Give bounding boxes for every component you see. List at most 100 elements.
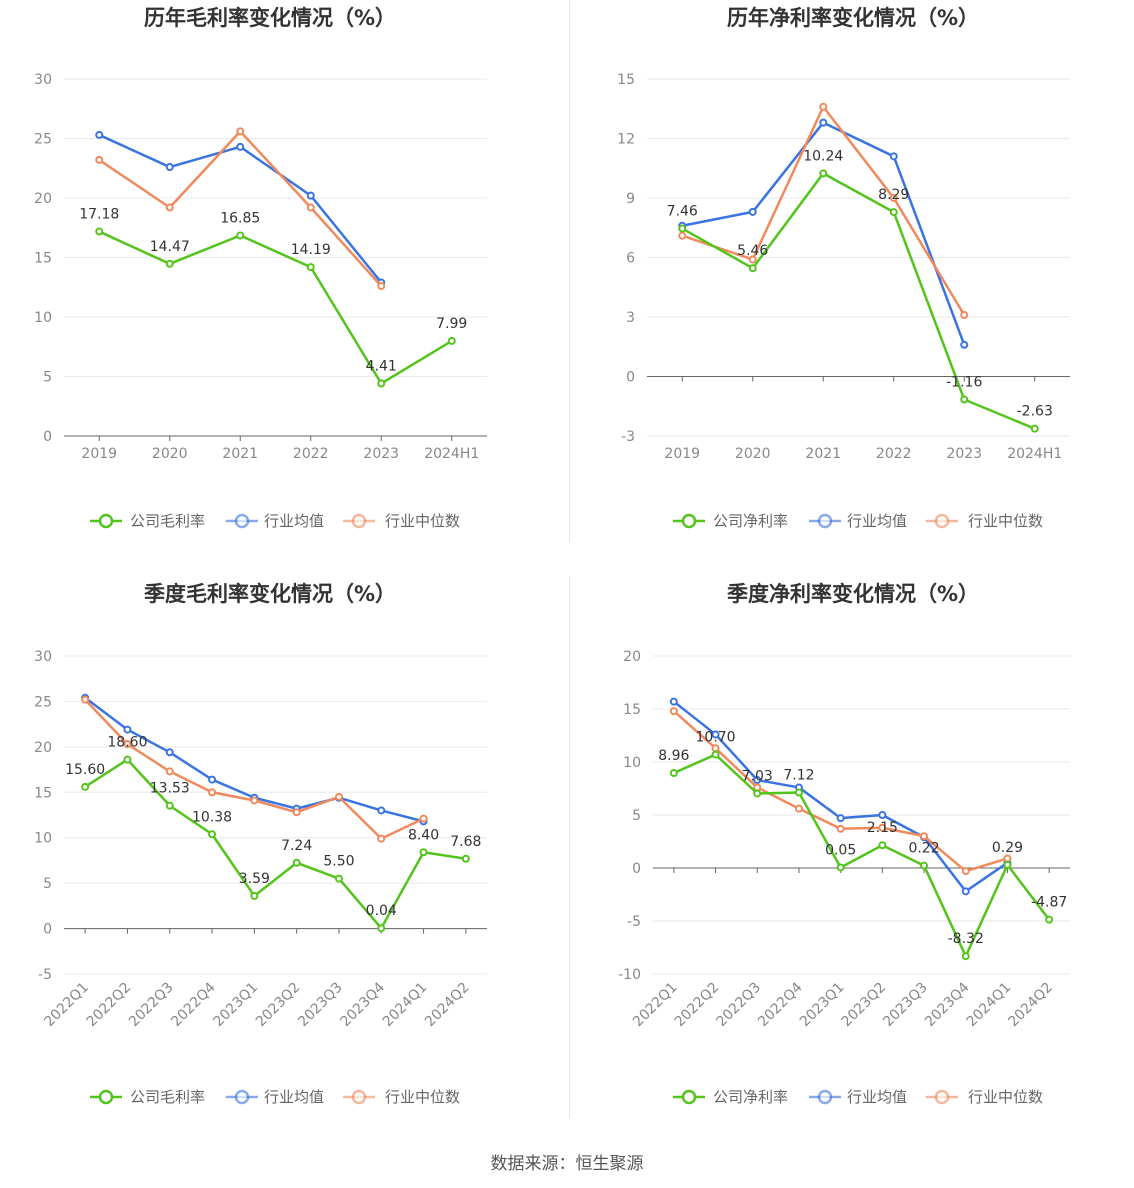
data-point-company[interactable] xyxy=(123,755,132,764)
data-point-median[interactable] xyxy=(960,311,969,320)
data-point-median[interactable] xyxy=(81,695,90,704)
data-point-company[interactable] xyxy=(208,830,217,839)
data-point-company[interactable] xyxy=(165,801,174,810)
data-point-average[interactable] xyxy=(878,811,887,819)
data-point-median[interactable] xyxy=(208,788,217,797)
data-point-company[interactable] xyxy=(81,782,90,791)
y-tick-label: 0 xyxy=(43,922,52,938)
data-label: 8.29 xyxy=(878,187,909,203)
data-point-average[interactable] xyxy=(165,163,174,172)
data-label: 8.96 xyxy=(658,748,689,764)
chart-title: 季度毛利率变化情况（%） xyxy=(144,582,396,606)
data-point-company[interactable] xyxy=(377,924,386,933)
data-point-median[interactable] xyxy=(920,832,929,841)
data-point-average[interactable] xyxy=(236,142,245,151)
data-point-company[interactable] xyxy=(961,952,970,961)
data-point-average[interactable] xyxy=(889,152,898,161)
data-point-average[interactable] xyxy=(123,725,132,734)
data-point-company[interactable] xyxy=(236,231,245,240)
legend-item-median[interactable]: 行业中位数 xyxy=(343,512,460,530)
data-point-company[interactable] xyxy=(753,789,762,798)
data-point-average[interactable] xyxy=(165,748,174,757)
legend-item-company[interactable]: 公司净利率 xyxy=(673,512,788,530)
legend-label: 行业均值 xyxy=(264,512,324,530)
data-point-median[interactable] xyxy=(377,834,386,843)
x-tick-label: 2023Q1 xyxy=(211,980,262,1031)
data-point-average[interactable] xyxy=(961,887,970,896)
legend-item-company[interactable]: 公司净利率 xyxy=(673,1088,788,1106)
data-point-company[interactable] xyxy=(794,788,803,797)
data-point-average[interactable] xyxy=(669,697,678,706)
data-point-median[interactable] xyxy=(889,194,898,202)
data-point-median[interactable] xyxy=(836,824,845,833)
data-point-median[interactable] xyxy=(669,707,678,716)
data-point-median[interactable] xyxy=(95,155,104,164)
data-point-company[interactable] xyxy=(461,854,470,863)
data-point-average[interactable] xyxy=(711,730,720,739)
legend-item-median[interactable]: 行业中位数 xyxy=(926,512,1043,530)
data-point-company[interactable] xyxy=(920,861,929,870)
data-point-median[interactable] xyxy=(334,792,343,801)
data-point-median[interactable] xyxy=(419,814,428,823)
data-point-median[interactable] xyxy=(377,282,386,291)
legend-item-average[interactable]: 行业均值 xyxy=(226,512,324,530)
data-point-median[interactable] xyxy=(961,867,970,876)
data-point-median[interactable] xyxy=(165,203,174,212)
data-point-company[interactable] xyxy=(250,891,259,900)
data-point-company[interactable] xyxy=(1045,915,1054,924)
legend-item-company[interactable]: 公司毛利率 xyxy=(90,1088,205,1106)
data-point-median[interactable] xyxy=(292,808,301,817)
data-point-company[interactable] xyxy=(748,264,757,273)
data-point-company[interactable] xyxy=(1030,424,1039,433)
legend-item-company[interactable]: 公司毛利率 xyxy=(90,512,205,530)
data-point-median[interactable] xyxy=(878,823,887,832)
data-point-median[interactable] xyxy=(748,255,757,264)
data-point-company[interactable] xyxy=(95,227,104,236)
data-point-median[interactable] xyxy=(1003,854,1012,863)
data-point-company[interactable] xyxy=(292,858,301,867)
chart-panel-annual-gross: 历年毛利率变化情况（%） 0 5 10 15 20 25 30 2019 2020 2021 2022… xyxy=(0,0,567,576)
legend-item-average[interactable]: 行业均值 xyxy=(809,1088,907,1106)
data-point-median[interactable] xyxy=(678,231,687,240)
legend-item-median[interactable]: 行业中位数 xyxy=(926,1088,1043,1106)
data-point-median[interactable] xyxy=(236,127,245,136)
data-point-median[interactable] xyxy=(250,796,259,805)
data-point-company[interactable] xyxy=(334,874,343,883)
data-point-company[interactable] xyxy=(447,336,456,345)
y-tick-label: 15 xyxy=(34,785,52,801)
data-point-median[interactable] xyxy=(306,203,315,212)
data-point-company[interactable] xyxy=(711,750,720,759)
data-point-average[interactable] xyxy=(208,775,217,784)
data-point-median[interactable] xyxy=(794,804,803,813)
data-point-average[interactable] xyxy=(748,207,757,216)
data-point-average[interactable] xyxy=(819,118,828,127)
data-point-company[interactable] xyxy=(878,841,887,850)
data-point-company[interactable] xyxy=(377,379,386,388)
legend-item-average[interactable]: 行业均值 xyxy=(809,512,907,530)
y-tick-label: 3 xyxy=(626,310,635,326)
data-point-company[interactable] xyxy=(419,848,428,857)
data-point-company[interactable] xyxy=(960,395,969,404)
data-point-average[interactable] xyxy=(377,806,386,815)
data-point-median[interactable] xyxy=(165,767,174,776)
data-point-company[interactable] xyxy=(678,224,687,233)
data-point-median[interactable] xyxy=(819,102,828,111)
data-point-company[interactable] xyxy=(669,769,678,778)
data-point-average[interactable] xyxy=(306,191,315,200)
data-point-company[interactable] xyxy=(165,259,174,268)
legend-label: 公司毛利率 xyxy=(130,512,205,530)
data-point-company[interactable] xyxy=(836,863,845,872)
data-point-average[interactable] xyxy=(960,340,969,349)
data-label: 0.04 xyxy=(366,903,397,919)
data-point-company[interactable] xyxy=(819,169,828,178)
data-point-median[interactable] xyxy=(711,744,720,753)
data-point-company[interactable] xyxy=(1003,860,1012,869)
data-point-median[interactable] xyxy=(123,740,132,749)
data-point-company[interactable] xyxy=(889,208,898,217)
data-point-average[interactable] xyxy=(836,814,845,823)
legend-item-average[interactable]: 行业均值 xyxy=(226,1088,324,1106)
legend-item-median[interactable]: 行业中位数 xyxy=(343,1088,460,1106)
data-point-company[interactable] xyxy=(306,263,315,272)
data-point-average[interactable] xyxy=(753,776,762,785)
data-point-average[interactable] xyxy=(95,130,104,139)
